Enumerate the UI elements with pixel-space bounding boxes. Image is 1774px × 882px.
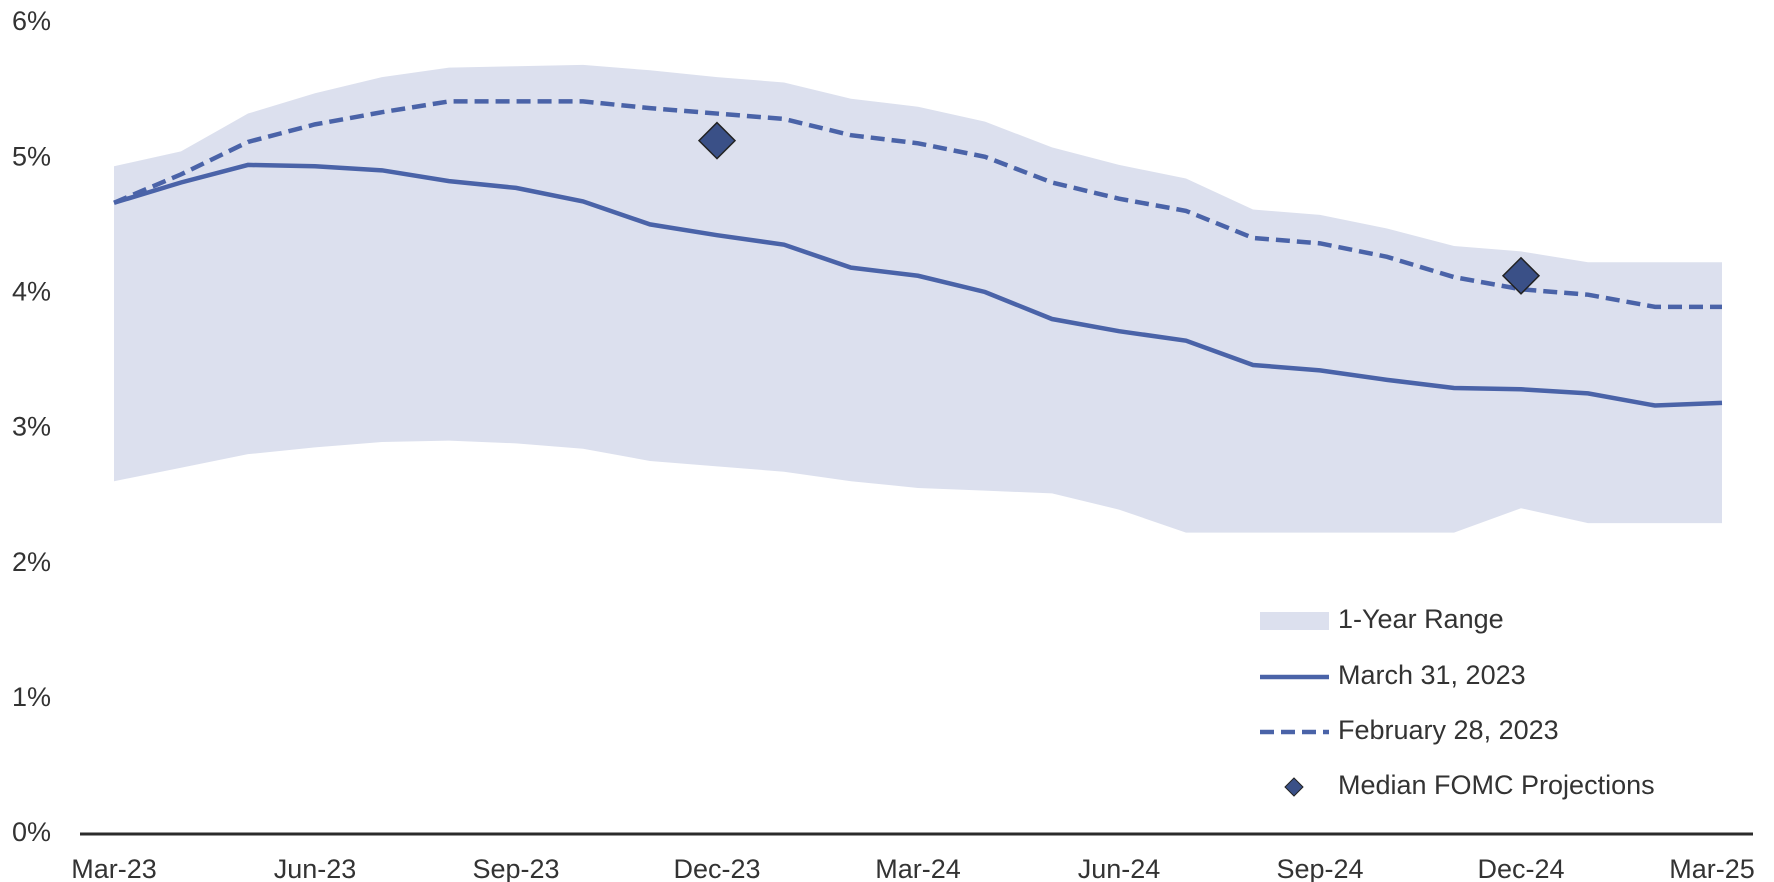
y-tick-label: 3%: [12, 412, 51, 442]
x-tick-label: Jun-24: [1078, 854, 1161, 882]
y-tick-label: 4%: [12, 276, 51, 306]
x-tick-label: Dec-23: [673, 854, 760, 882]
y-tick-label: 1%: [12, 682, 51, 712]
fomc-marker: [1501, 256, 1541, 295]
x-tick-label: Sep-24: [1276, 854, 1363, 882]
range-band: [114, 64, 1722, 533]
x-tick-label: Mar-24: [875, 854, 961, 882]
x-tick-label: Jun-23: [274, 854, 357, 882]
legend-label: Median FOMC Projections: [1338, 770, 1655, 800]
y-tick-label: 5%: [12, 141, 51, 171]
x-tick-label: Mar-25: [1669, 854, 1755, 882]
legend-label: 1-Year Range: [1338, 604, 1504, 634]
fomc-marker: [697, 121, 737, 160]
series-line: [113, 99, 1722, 310]
y-tick-label: 2%: [12, 547, 51, 577]
legend-label: February 28, 2023: [1338, 715, 1559, 745]
y-tick-label: 0%: [12, 817, 51, 847]
x-tick-label: Sep-23: [472, 854, 559, 882]
y-tick-label: 6%: [12, 6, 51, 36]
legend-swatch: [1260, 612, 1329, 630]
legend-label: March 31, 2023: [1338, 660, 1526, 690]
x-tick-label: Mar-23: [71, 854, 157, 882]
series-line: [113, 162, 1723, 408]
x-tick-label: Dec-24: [1477, 854, 1564, 882]
legend-swatch: [1284, 777, 1304, 797]
